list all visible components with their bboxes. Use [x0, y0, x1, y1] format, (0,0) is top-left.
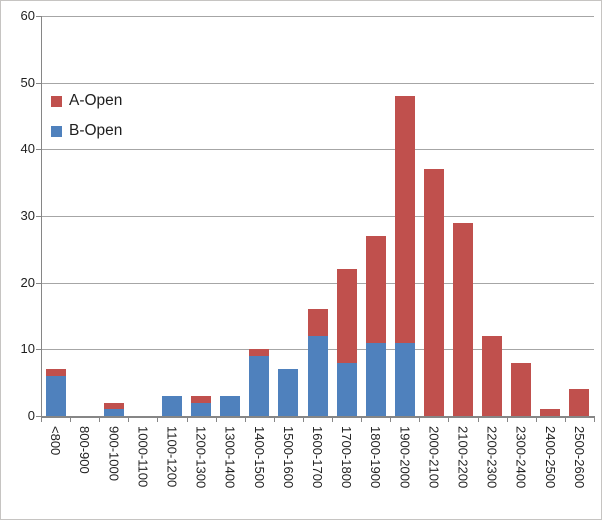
bar-segment-a-open	[103, 402, 124, 410]
bar-segment-a-open	[569, 389, 590, 416]
y-axis-tick	[36, 282, 41, 284]
gridline	[41, 282, 594, 284]
bar-segment-b-open	[336, 362, 357, 416]
x-axis-line	[41, 416, 595, 418]
x-axis-tick	[99, 418, 101, 422]
x-axis-tick	[535, 418, 537, 422]
y-axis-tick	[36, 16, 41, 17]
x-axis-category-label: 1500-1600	[280, 426, 296, 489]
bar-segment-a-open	[45, 369, 66, 376]
x-axis-category-label: 2000-2100	[426, 426, 442, 489]
y-axis-tick-label: 60	[20, 8, 35, 23]
chart-legend: A-Open B-Open	[51, 92, 122, 152]
legend-swatch-b-open-icon	[51, 125, 62, 137]
legend-item-a-open: A-Open	[51, 92, 122, 110]
x-axis-tick	[594, 418, 595, 422]
legend-item-b-open: B-Open	[51, 122, 122, 140]
legend-label-a-open: A-Open	[69, 92, 123, 109]
bar-segment-b-open	[249, 356, 270, 416]
x-axis-category-label: 1700-1800	[339, 426, 355, 489]
bar-segment-a-open	[482, 336, 503, 416]
x-axis-tick	[157, 418, 159, 422]
gridline	[41, 149, 594, 151]
y-axis-tick	[36, 416, 41, 417]
bar-segment-a-open	[191, 396, 212, 403]
x-axis-category-label: 2200-2300	[484, 426, 500, 489]
x-axis-tick	[302, 418, 304, 422]
y-axis-tick	[36, 149, 41, 151]
bar-segment-a-open	[365, 236, 386, 343]
bar-segment-a-open	[453, 222, 474, 416]
x-axis-tick	[186, 418, 188, 422]
x-axis-tick	[332, 418, 334, 422]
x-axis-category-label: 1600-1700	[310, 426, 325, 489]
bar-segment-b-open	[278, 369, 299, 416]
bar-segment-b-open	[45, 376, 66, 416]
x-axis-category-label: 2300-2400	[513, 426, 529, 489]
x-axis-category-label: 1200-1300	[193, 426, 209, 489]
y-axis-tick-label: 50	[20, 74, 35, 90]
bar-segment-a-open	[423, 169, 444, 416]
y-axis-tick	[36, 82, 41, 84]
x-axis-category-label: 1100-1200	[164, 426, 180, 488]
gridline	[41, 82, 594, 84]
bar-segment-b-open	[220, 396, 241, 416]
gridline	[41, 216, 594, 217]
bar-segment-a-open	[394, 96, 415, 343]
y-axis-tick-label: 10	[20, 341, 35, 357]
y-axis-tick	[36, 349, 41, 351]
x-axis-tick	[361, 418, 363, 422]
y-axis-tick-label: 30	[20, 208, 35, 223]
x-axis-tick	[244, 418, 246, 422]
gridline	[41, 16, 594, 17]
x-axis-category-label: 2400-2500	[542, 426, 558, 489]
bar-segment-b-open	[191, 402, 212, 416]
x-axis-tick	[390, 418, 392, 422]
x-axis-tick	[419, 418, 421, 422]
x-axis-category-label: 2100-2200	[455, 426, 471, 489]
bar-segment-b-open	[307, 336, 328, 416]
bar-segment-b-open	[103, 409, 124, 416]
bar-segment-b-open	[161, 396, 182, 416]
x-axis-category-label: 900-1000	[106, 426, 122, 481]
bar-segment-a-open	[511, 362, 532, 416]
x-axis-category-label: 1400-1500	[251, 426, 267, 489]
plot-area	[41, 16, 594, 416]
y-axis-tick	[36, 216, 41, 217]
y-axis-line	[41, 16, 42, 417]
x-axis-category-label: 2500-2600	[571, 426, 587, 489]
x-axis-tick	[506, 418, 508, 422]
x-axis-category-label: <800	[48, 426, 64, 456]
x-axis-tick	[273, 418, 275, 422]
y-axis-tick-label: 20	[20, 274, 35, 290]
x-axis-tick	[448, 418, 450, 422]
x-axis-tick	[70, 418, 72, 422]
legend-swatch-a-open-icon	[51, 95, 62, 107]
x-axis-category-label: 1300-1400	[222, 426, 238, 489]
x-axis-category-label: 1900-2000	[397, 426, 413, 489]
x-axis-tick	[477, 418, 479, 422]
bar-segment-a-open	[307, 309, 328, 336]
x-axis-category-label: 1800-1900	[368, 426, 384, 489]
x-axis-category-label: 1000-1100	[135, 426, 151, 488]
bar-segment-a-open	[336, 269, 357, 363]
x-axis-tick	[41, 418, 42, 422]
x-axis-tick	[128, 418, 130, 422]
bar-segment-b-open	[394, 342, 415, 416]
x-axis-category-label: 800-900	[77, 426, 93, 474]
y-axis-tick-label: 0	[27, 408, 35, 423]
y-axis-tick-label: 40	[20, 141, 35, 157]
bar-segment-a-open	[540, 409, 561, 416]
bar-segment-a-open	[249, 349, 270, 356]
bar-segment-b-open	[365, 342, 386, 416]
legend-label-b-open: B-Open	[69, 122, 123, 139]
x-axis-tick	[564, 418, 566, 422]
x-axis-tick	[215, 418, 217, 422]
